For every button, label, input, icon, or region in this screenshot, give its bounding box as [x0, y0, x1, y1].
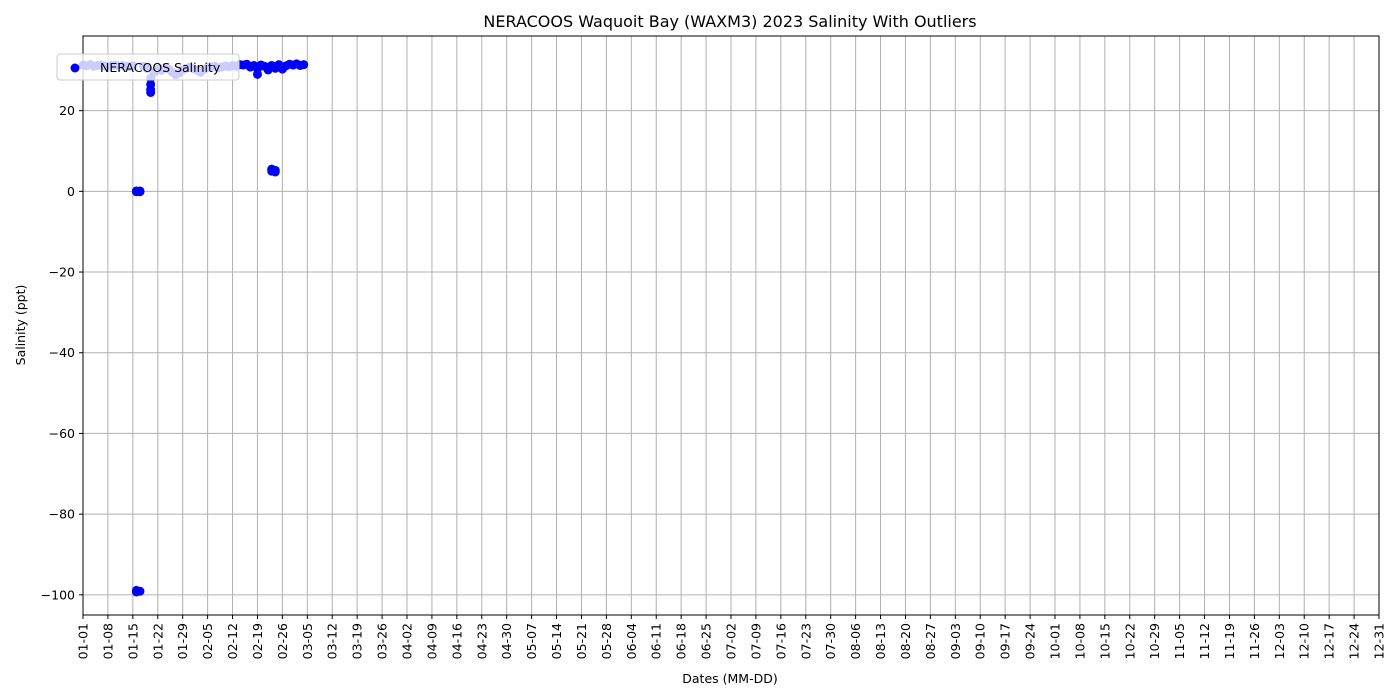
x-tick-label: 09-17	[998, 623, 1013, 659]
x-tick-label: 04-02	[400, 623, 415, 659]
x-axis-ticks: 01-01 01-08 01-15 01-22 01-29 02-05 02-12 02-19…	[76, 615, 1387, 659]
legend-label: NERACOOS Salinity	[100, 60, 221, 75]
x-tick-label: 09-03	[948, 623, 963, 659]
x-tick-label: 10-01	[1048, 623, 1063, 659]
y-axis-label: Salinity (ppt)	[13, 285, 28, 366]
grid-lines	[82, 36, 1380, 615]
y-tick-label: 20	[59, 103, 75, 118]
x-tick-label: 05-21	[574, 623, 589, 659]
x-tick-label: 01-15	[125, 623, 140, 659]
x-tick-label: 08-06	[848, 623, 863, 659]
x-tick-label: 03-05	[300, 623, 315, 659]
x-tick-label: 11-26	[1247, 623, 1262, 659]
x-tick-label: 12-24	[1347, 623, 1362, 659]
x-tick-label: 12-17	[1322, 623, 1337, 659]
x-tick-label: 02-26	[275, 623, 290, 659]
data-point	[135, 187, 145, 197]
y-tick-label: −60	[49, 426, 75, 441]
x-tick-label: 09-24	[1023, 623, 1038, 659]
x-tick-label: 04-09	[424, 623, 439, 659]
x-tick-label: 10-22	[1122, 623, 1137, 659]
x-tick-label: 03-26	[375, 623, 390, 659]
x-tick-label: 04-23	[474, 623, 489, 659]
data-point	[299, 60, 309, 70]
x-tick-label: 05-28	[599, 623, 614, 659]
x-tick-label: 11-05	[1172, 623, 1187, 659]
x-tick-label: 05-14	[549, 623, 564, 659]
data-point	[135, 586, 145, 596]
legend: NERACOOS Salinity	[56, 53, 240, 81]
x-tick-label: 07-09	[748, 623, 763, 659]
x-tick-label: 01-29	[175, 623, 190, 659]
x-tick-label: 06-04	[624, 623, 639, 659]
x-tick-label: 10-29	[1147, 623, 1162, 659]
x-tick-label: 02-19	[250, 623, 265, 659]
y-axis-ticks: 20 0 −20 −40 −60 −80 −100	[41, 103, 83, 602]
x-tick-label: 12-03	[1272, 623, 1287, 659]
x-tick-label: 10-08	[1072, 623, 1087, 659]
y-tick-label: −100	[41, 587, 75, 602]
x-tick-label: 07-23	[798, 623, 813, 659]
x-tick-label: 08-20	[898, 623, 913, 659]
x-tick-label: 07-02	[724, 623, 739, 659]
data-points	[78, 59, 309, 597]
x-tick-label: 08-27	[923, 623, 938, 659]
x-tick-label: 06-11	[649, 623, 664, 659]
x-tick-label: 07-30	[823, 623, 838, 659]
data-point	[270, 167, 280, 177]
x-tick-label: 12-10	[1297, 623, 1312, 659]
legend-marker	[70, 63, 80, 73]
x-tick-label: 04-30	[499, 623, 514, 659]
y-tick-label: 0	[67, 184, 75, 199]
chart-title: NERACOOS Waquoit Bay (WAXM3) 2023 Salini…	[483, 12, 976, 31]
x-tick-label: 03-19	[350, 623, 365, 659]
x-tick-label: 04-16	[449, 623, 464, 659]
data-point	[146, 87, 156, 97]
x-tick-label: 02-12	[225, 623, 240, 659]
x-tick-label: 01-22	[150, 623, 165, 659]
legend-box	[56, 53, 240, 81]
x-tick-label: 02-05	[200, 623, 215, 659]
x-tick-label: 11-19	[1222, 623, 1237, 659]
x-tick-label: 07-16	[773, 623, 788, 659]
x-tick-label: 12-31	[1372, 623, 1387, 659]
x-tick-label: 08-13	[873, 623, 888, 659]
x-tick-label: 11-12	[1197, 623, 1212, 659]
y-tick-label: −20	[49, 265, 75, 280]
x-tick-label: 05-07	[524, 623, 539, 659]
x-tick-label: 06-25	[699, 623, 714, 659]
y-tick-label: −80	[49, 507, 75, 522]
x-tick-label: 01-08	[100, 623, 115, 659]
x-tick-label: 09-10	[973, 623, 988, 659]
x-tick-label: 06-18	[674, 623, 689, 659]
x-tick-label: 01-01	[76, 623, 91, 659]
y-tick-label: −40	[49, 345, 75, 360]
x-tick-label: 03-12	[325, 623, 340, 659]
x-tick-label: 10-15	[1097, 623, 1112, 659]
x-axis-label: Dates (MM-DD)	[682, 671, 777, 686]
